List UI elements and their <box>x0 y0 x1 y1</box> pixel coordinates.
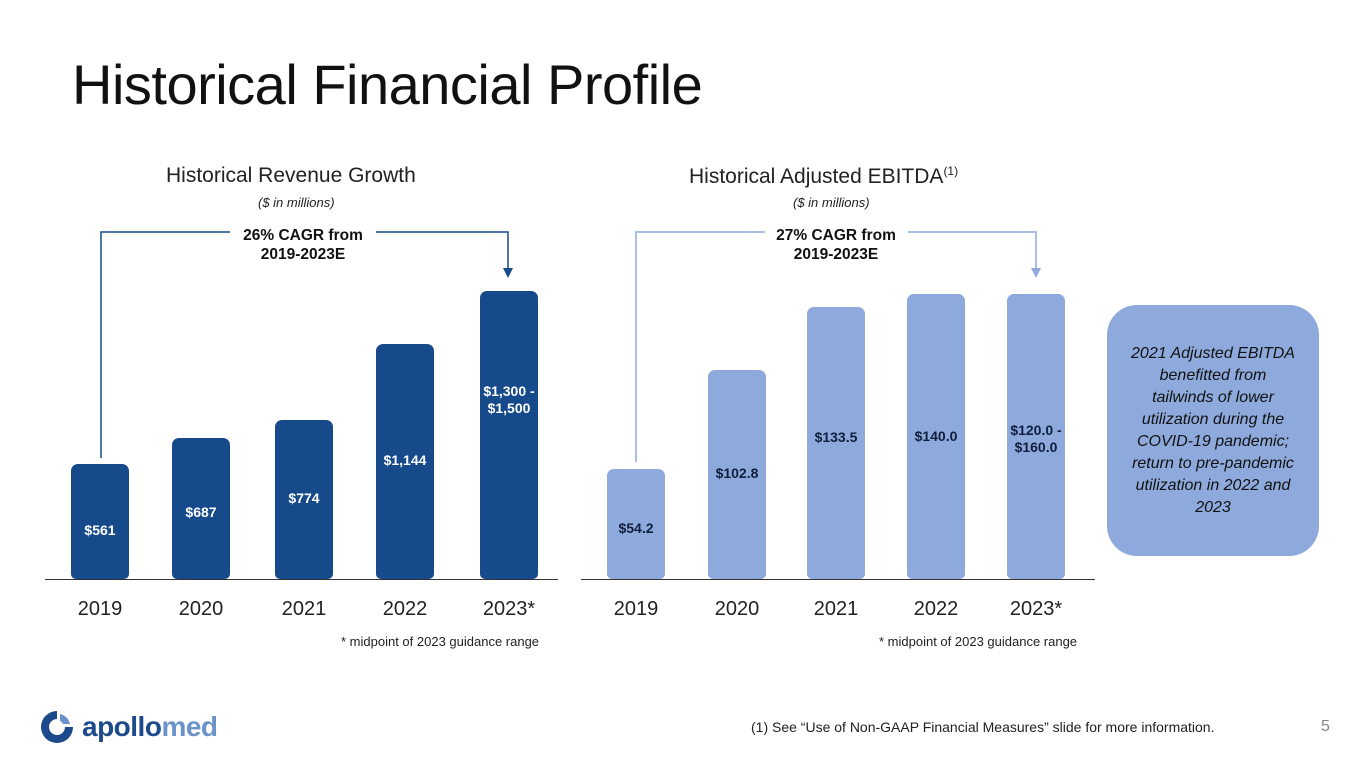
ebitda-chart-subtitle: ($ in millions) <box>793 195 870 210</box>
non-gaap-footnote: (1) See “Use of Non-GAAP Financial Measu… <box>751 719 1215 735</box>
page-number: 5 <box>1321 718 1330 735</box>
revenue-bar-value-label: $561 <box>84 521 116 538</box>
ebitda-cagr-bracket <box>635 231 1037 462</box>
revenue-chart-subtitle: ($ in millions) <box>258 195 335 210</box>
ebitda-guidance-footnote: * midpoint of 2023 guidance range <box>879 634 1078 649</box>
revenue-cagr-bracket <box>100 231 509 458</box>
ebitda-x-axis <box>581 579 1095 580</box>
ebitda-bar-2021: $133.5 <box>807 307 865 579</box>
revenue-bar-value-label: $774 <box>288 490 320 507</box>
ebitda-x-tick-label: 2021 <box>813 598 859 620</box>
revenue-bar-2021: $774 <box>275 419 333 579</box>
ebitda-chart-title-text: Historical Adjusted EBITDA <box>689 165 944 188</box>
revenue-x-tick-label: 2022 <box>382 598 428 620</box>
ebitda-x-tick-label: 2020 <box>714 598 760 620</box>
logo-wordmark: apollomed <box>82 711 218 743</box>
revenue-chart-title: Historical Revenue Growth <box>166 164 416 187</box>
ebitda-x-tick-label: 2019 <box>613 598 659 620</box>
ebitda-bar-2019: $54.2 <box>607 468 665 579</box>
ebitda-chart-title: Historical Adjusted EBITDA(1) <box>689 164 958 189</box>
logo-wordmark-med: med <box>161 711 218 742</box>
ebitda-title-footnote-marker: (1) <box>943 164 959 178</box>
revenue-x-tick-label: 2019 <box>77 598 123 620</box>
revenue-bar-value-label: $687 <box>185 503 217 520</box>
revenue-bar-value-label: $1,300 - $1,500 <box>483 382 535 416</box>
revenue-bar-2019: $561 <box>71 463 129 579</box>
ebitda-x-tick-label: 2023* <box>1009 598 1063 620</box>
apollomed-logo-icon <box>41 711 73 743</box>
revenue-bar-2022: $1,144 <box>376 343 434 579</box>
ebitda-bar-value-label: $120.0 - $160.0 <box>1010 421 1062 455</box>
revenue-x-tick-label: 2020 <box>178 598 224 620</box>
ebitda-bar-value-label: $102.8 <box>715 465 759 482</box>
revenue-bar-2023: $1,300 - $1,500 <box>480 291 538 579</box>
revenue-x-tick-label: 2021 <box>281 598 327 620</box>
revenue-bar-value-label: $1,144 <box>383 452 427 469</box>
ebitda-cagr-arrowhead <box>1031 268 1041 278</box>
ebitda-bar-2023: $120.0 - $160.0 <box>1007 294 1065 579</box>
ebitda-bar-value-label: $140.0 <box>914 427 958 444</box>
revenue-bar-2020: $687 <box>172 437 230 579</box>
ebitda-bar-value-label: $133.5 <box>814 428 858 445</box>
logo-wordmark-apollo: apollo <box>82 711 162 742</box>
ebitda-bar-value-label: $54.2 <box>618 520 654 537</box>
ebitda-callout-text: 2021 Adjusted EBITDA benefitted from tai… <box>1131 344 1295 516</box>
ebitda-callout-box: 2021 Adjusted EBITDA benefitted from tai… <box>1107 305 1319 556</box>
page-title: Historical Financial Profile <box>72 53 703 116</box>
revenue-guidance-footnote: * midpoint of 2023 guidance range <box>341 634 540 649</box>
ebitda-cagr-label: 27% CAGR from 2019-2023E <box>776 227 896 263</box>
revenue-cagr-label: 26% CAGR from 2019-2023E <box>243 227 363 263</box>
ebitda-bar-2022: $140.0 <box>907 294 965 579</box>
revenue-cagr-arrowhead <box>503 268 513 278</box>
revenue-x-axis <box>45 579 558 580</box>
company-logo: apollomed <box>38 708 218 746</box>
ebitda-bar-2020: $102.8 <box>708 369 766 579</box>
revenue-x-tick-label: 2023* <box>482 598 536 620</box>
ebitda-x-tick-label: 2022 <box>913 598 959 620</box>
